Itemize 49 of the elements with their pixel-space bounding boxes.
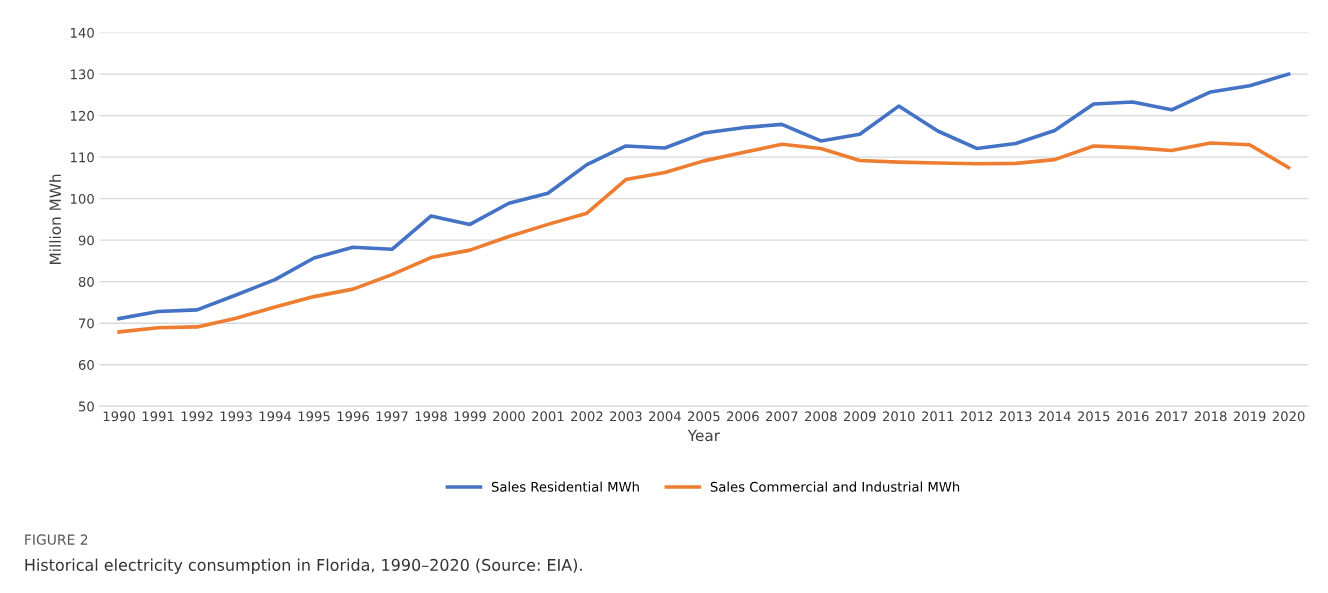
y-tick-label: 100	[71, 193, 94, 204]
x-tick-label: 2003	[610, 411, 642, 422]
x-axis-title: Year	[687, 429, 721, 442]
y-tick-label: 140	[71, 27, 94, 38]
line-series	[117, 141, 1291, 334]
y-tick-label: 70	[79, 318, 94, 329]
x-tick-label: 2006	[727, 411, 759, 422]
y-axis-title: Million MWh	[49, 174, 62, 264]
x-tick-label: 2019	[1233, 411, 1266, 422]
x-tick-label: 2016	[1116, 411, 1149, 422]
x-tick-label: 2012	[960, 411, 993, 422]
x-tick-label: 1992	[181, 411, 213, 422]
x-tick-label: 2000	[493, 411, 525, 422]
x-tick-label: 2001	[532, 411, 564, 422]
x-tick-label: 1990	[103, 411, 135, 422]
y-tick-label: 50	[78, 401, 94, 412]
legend-label: Sales Residential MWh	[491, 481, 639, 492]
y-tick-label: 120	[71, 110, 94, 121]
x-tick-label: 1995	[298, 411, 330, 422]
x-tick-label: 1997	[376, 411, 408, 422]
x-tick-label: 1998	[415, 411, 447, 422]
y-tick-label: 60	[78, 359, 94, 370]
x-tick-label: 1999	[454, 411, 486, 422]
x-tick-label: 1996	[337, 411, 369, 422]
y-tick-label: 110	[71, 152, 94, 163]
x-tick-label: 1991	[142, 411, 174, 422]
x-tick-label: 2015	[1077, 411, 1110, 422]
x-tick-label: 2014	[1038, 411, 1071, 422]
x-tick-label: 2008	[804, 411, 837, 422]
x-tick-label: 2013	[999, 411, 1032, 422]
line-series	[117, 72, 1291, 321]
x-tick-label: 2007	[765, 411, 798, 422]
x-tick-label: 2010	[882, 411, 915, 422]
y-tick-label: 130	[71, 69, 94, 80]
y-tick-label: 90	[78, 235, 94, 246]
text: Historical electricity consumption in Florida, 1990–2020 (Source: EIA).	[25, 558, 582, 575]
x-tick-label: 2009	[843, 411, 876, 422]
x-tick-label: 2011	[921, 411, 954, 422]
x-tick-label: 2002	[571, 411, 603, 422]
x-tick-label: 1993	[220, 411, 252, 422]
x-tick-label: 2004	[649, 411, 681, 422]
x-tick-label: 2018	[1194, 411, 1227, 422]
caption: FIGURE 2	[25, 534, 88, 545]
legend-label: Sales Commercial and Industrial MWh	[710, 481, 960, 492]
x-tick-label: 2005	[688, 411, 720, 422]
x-tick-label: 2017	[1155, 411, 1188, 422]
x-tick-label: 1994	[259, 411, 292, 422]
y-tick-label: 80	[78, 276, 94, 287]
x-tick-label: 2020	[1272, 411, 1305, 422]
